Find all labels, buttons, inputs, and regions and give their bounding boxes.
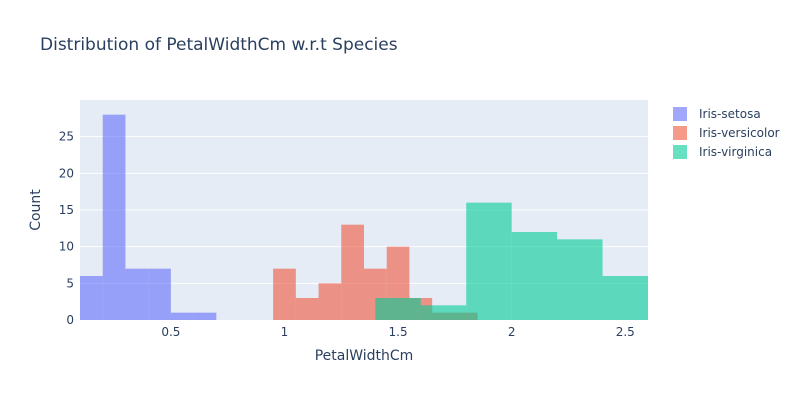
histogram-bar[interactable]	[170, 312, 194, 320]
x-tick-label: 0.5	[161, 325, 180, 339]
legend-item[interactable]: Iris-setosa	[673, 107, 761, 121]
y-tick-label: 0	[66, 313, 74, 327]
histogram-bar[interactable]	[102, 114, 126, 321]
x-axis-title: PetalWidthCm	[315, 348, 414, 364]
legend-swatch[interactable]	[673, 107, 687, 121]
series-iris-setosa[interactable]	[80, 114, 217, 321]
y-tick-label: 20	[59, 166, 74, 180]
histogram-bar[interactable]	[295, 298, 319, 320]
legend-label: Iris-setosa	[699, 107, 761, 121]
x-tick-label: 2	[508, 325, 516, 339]
legend-swatch[interactable]	[673, 126, 687, 140]
x-axis-ticks: 0.5 1 1.5 2 2.5	[161, 325, 634, 339]
legend-item[interactable]: Iris-versicolor	[673, 126, 780, 140]
legend-label: Iris-virginica	[699, 145, 772, 159]
histogram-bar[interactable]	[193, 312, 217, 320]
histogram-bar[interactable]	[341, 224, 364, 320]
series-iris-virginica[interactable]	[375, 202, 648, 320]
y-axis-ticks: 0 5 10 15 20 25	[59, 130, 74, 327]
y-tick-label: 10	[59, 240, 74, 254]
y-tick-label: 15	[59, 203, 74, 217]
histogram-bar[interactable]	[148, 268, 171, 320]
legend[interactable]: Iris-setosa Iris-versicolor Iris-virginica	[673, 107, 780, 159]
x-tick-label: 1.5	[389, 325, 408, 339]
histogram-bars[interactable]	[80, 114, 648, 321]
histogram-bar[interactable]	[125, 268, 149, 320]
legend-swatch[interactable]	[673, 145, 687, 159]
x-tick-label: 2.5	[616, 325, 635, 339]
histogram-bar[interactable]	[557, 239, 603, 320]
y-tick-label: 5	[66, 276, 74, 290]
legend-label: Iris-versicolor	[699, 126, 780, 140]
histogram-bar[interactable]	[420, 305, 467, 320]
y-axis-title: Count	[28, 189, 44, 231]
histogram-bar[interactable]	[273, 268, 296, 320]
legend-item[interactable]: Iris-virginica	[673, 145, 772, 159]
chart-title: Distribution of PetalWidthCm w.r.t Speci…	[40, 35, 398, 55]
histogram-bar[interactable]	[602, 276, 648, 320]
histogram-bar[interactable]	[80, 276, 103, 320]
histogram-bar[interactable]	[511, 232, 558, 320]
histogram-bar[interactable]	[375, 298, 421, 320]
histogram-bar[interactable]	[318, 283, 342, 320]
y-tick-label: 25	[59, 130, 74, 144]
x-tick-label: 1	[281, 325, 289, 339]
histogram-bar[interactable]	[466, 202, 512, 320]
